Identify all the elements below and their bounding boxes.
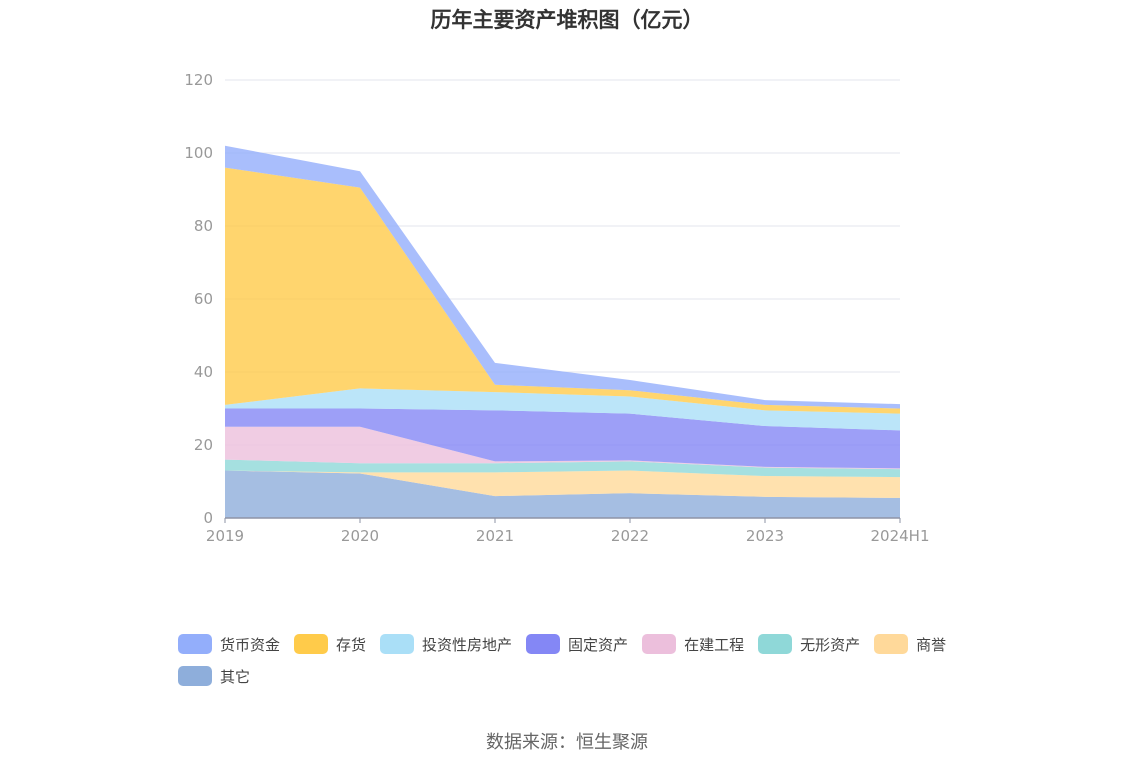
legend-item[interactable]: 无形资产 (758, 628, 860, 660)
y-tick-label: 120 (184, 71, 213, 89)
data-source: 数据来源：恒生聚源 (486, 732, 648, 753)
stacked-area-chart: 0 20 40 60 80 100 120 2019 2020 2021 2022 2023 2024H… (184, 71, 930, 545)
area-series-1 (225, 470, 900, 498)
legend-label: 固定资产 (568, 635, 629, 654)
area-series-7 (225, 145, 900, 409)
x-tick-label: 2021 (476, 527, 514, 545)
legend-item[interactable]: 货币资金 (178, 628, 280, 660)
area-series-2 (225, 459, 900, 478)
x-tick-label: 2022 (611, 527, 649, 545)
legend-swatch (178, 634, 212, 654)
legend-item[interactable]: 投资性房地产 (380, 628, 512, 660)
area-series-4 (225, 408, 900, 469)
legend-label: 货币资金 (220, 635, 281, 654)
chart-title: 历年主要资产堆积图（亿元） (430, 8, 704, 32)
y-tick-label: 100 (184, 144, 213, 162)
legend-item[interactable]: 其它 (178, 660, 250, 692)
x-tick-label: 2024H1 (871, 527, 930, 545)
area-series-5 (225, 388, 900, 431)
legend-item[interactable]: 商誉 (874, 628, 946, 660)
area-series-6 (225, 167, 900, 414)
chart-legend: 货币资金 存货 投资性房地产 固定资产 在建工程 无形资产 商誉其它 (178, 628, 978, 692)
y-tick-label: 60 (194, 290, 213, 308)
legend-label: 在建工程 (684, 635, 745, 654)
y-tick-label: 0 (203, 509, 213, 527)
legend-swatch (178, 666, 212, 686)
legend-swatch (642, 634, 677, 654)
y-tick-label: 80 (194, 217, 213, 235)
x-tick-label: 2023 (746, 527, 784, 545)
legend-label: 无形资产 (800, 635, 861, 654)
legend-swatch (874, 634, 909, 654)
legend-item[interactable]: 存货 (294, 628, 366, 660)
area-series-3 (225, 426, 900, 470)
legend-label: 其它 (220, 667, 251, 686)
x-tick-label: 2020 (341, 527, 379, 545)
legend-swatch (380, 634, 415, 654)
legend-label: 商誉 (916, 635, 947, 654)
area-series-0 (225, 470, 900, 518)
y-tick-label: 20 (194, 436, 213, 454)
legend-swatch (758, 634, 793, 654)
legend-item[interactable]: 固定资产 (526, 628, 628, 660)
x-tick-label: 2019 (206, 527, 244, 545)
y-tick-label: 40 (194, 363, 213, 381)
legend-label: 存货 (336, 635, 367, 654)
legend-label: 投资性房地产 (422, 635, 513, 654)
legend-swatch (294, 634, 329, 654)
legend-swatch (526, 634, 561, 654)
legend-item[interactable]: 在建工程 (642, 628, 744, 660)
